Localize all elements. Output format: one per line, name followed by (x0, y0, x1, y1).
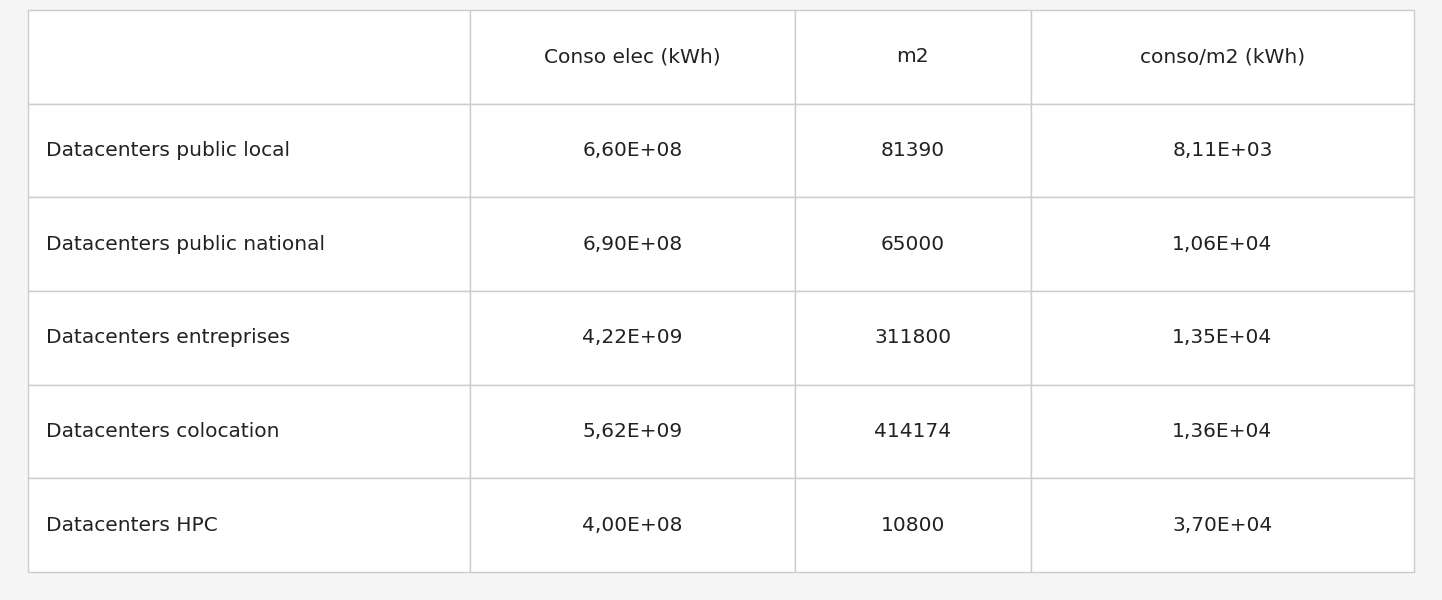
Text: 5,62E+09: 5,62E+09 (583, 422, 682, 441)
Bar (470, 197, 795, 291)
Text: 1,35E+04: 1,35E+04 (1172, 328, 1272, 347)
Bar (795, 291, 1031, 385)
Text: 65000: 65000 (881, 235, 945, 254)
Bar (795, 385, 1031, 478)
Bar (795, 197, 1031, 291)
Bar (470, 10, 795, 104)
Text: Datacenters HPC: Datacenters HPC (46, 515, 218, 535)
Bar (795, 10, 1031, 104)
Text: 6,90E+08: 6,90E+08 (583, 235, 682, 254)
Bar (27, 291, 470, 385)
Bar (27, 197, 470, 291)
Bar (470, 291, 795, 385)
Text: Conso elec (kWh): Conso elec (kWh) (544, 47, 721, 67)
Text: 1,36E+04: 1,36E+04 (1172, 422, 1272, 441)
Text: 3,70E+04: 3,70E+04 (1172, 515, 1272, 535)
Text: Datacenters public local: Datacenters public local (46, 141, 290, 160)
Text: 311800: 311800 (874, 328, 952, 347)
Text: Datacenters entreprises: Datacenters entreprises (46, 328, 290, 347)
Bar (795, 104, 1031, 197)
Bar (1031, 10, 1415, 104)
Text: 4,00E+08: 4,00E+08 (583, 515, 682, 535)
Bar (27, 10, 470, 104)
Text: conso/m2 (kWh): conso/m2 (kWh) (1139, 47, 1305, 67)
Text: 1,06E+04: 1,06E+04 (1172, 235, 1272, 254)
Bar (470, 478, 795, 572)
Text: 10800: 10800 (881, 515, 945, 535)
Bar (1031, 291, 1415, 385)
Text: 4,22E+09: 4,22E+09 (583, 328, 682, 347)
Text: 6,60E+08: 6,60E+08 (583, 141, 682, 160)
Text: 81390: 81390 (881, 141, 945, 160)
Bar (470, 104, 795, 197)
Bar (795, 478, 1031, 572)
Text: Datacenters colocation: Datacenters colocation (46, 422, 280, 441)
Text: 414174: 414174 (874, 422, 952, 441)
Text: m2: m2 (897, 47, 929, 67)
Text: 8,11E+03: 8,11E+03 (1172, 141, 1272, 160)
Bar (1031, 385, 1415, 478)
Bar (1031, 478, 1415, 572)
Bar (27, 385, 470, 478)
Bar (1031, 197, 1415, 291)
Bar (470, 385, 795, 478)
Text: Datacenters public national: Datacenters public national (46, 235, 324, 254)
Bar (27, 104, 470, 197)
Bar (27, 478, 470, 572)
Bar (1031, 104, 1415, 197)
